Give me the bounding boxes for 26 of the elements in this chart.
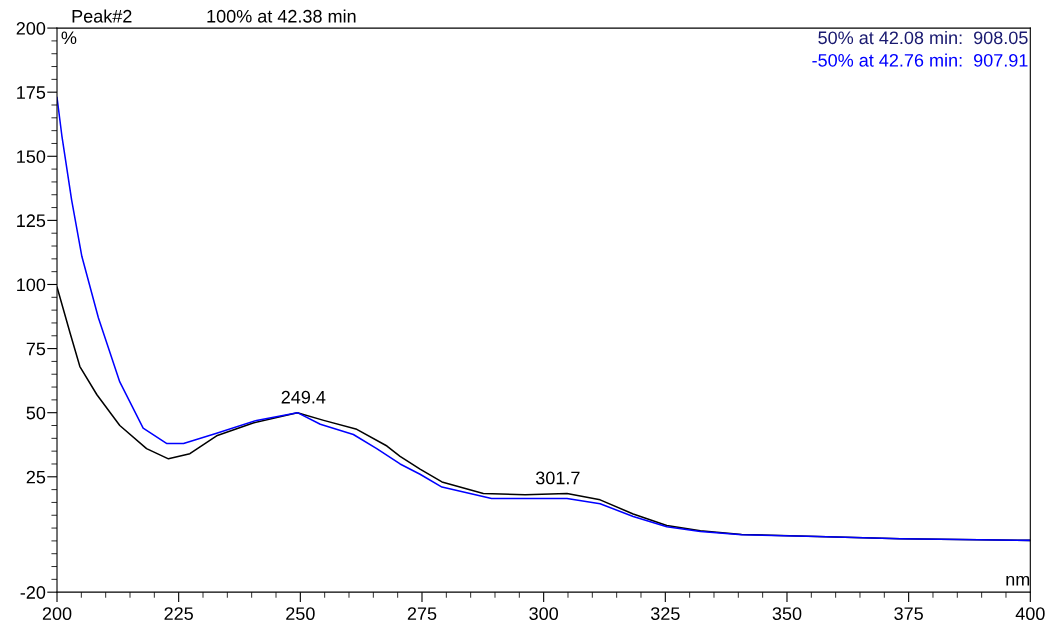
- x-tick-label: 250: [286, 607, 315, 621]
- x-tick-label: 350: [772, 607, 802, 621]
- annotation: 249.4: [281, 390, 326, 404]
- y-tick-label: 200: [16, 22, 46, 35]
- x-tick-label: 225: [164, 607, 193, 621]
- y-tick-label: 100: [17, 278, 46, 292]
- x-tick-label: 325: [650, 607, 680, 621]
- text: -50% at 42.76 min: 907.91: [812, 53, 1028, 67]
- y-tick-label: 75: [26, 342, 46, 356]
- annotation: 50% at 42.08 min: 908.05: [818, 30, 1028, 45]
- x-tick-label: 275: [407, 607, 437, 621]
- annotation: 301.7: [535, 471, 580, 485]
- y-tick-label: 50: [26, 406, 46, 420]
- y-axis-title: %: [61, 31, 77, 45]
- chart-subtitle: 100% at 42.38 min: [207, 9, 356, 23]
- x-tick-label: 300: [529, 607, 559, 621]
- x-tick-label: 375: [894, 607, 923, 621]
- x-axis-title: nm: [1006, 575, 1030, 586]
- y-tick-label: 175: [17, 86, 46, 99]
- chart-title: Peak#2: [72, 9, 132, 23]
- y-tick-label: -20: [20, 586, 46, 599]
- y-tick-label: 125: [17, 214, 46, 228]
- x-tick-label: 200: [42, 607, 72, 621]
- y-tick-label: 25: [26, 470, 46, 484]
- y-tick-label: 150: [17, 150, 46, 163]
- x-tick-label: 400: [1015, 607, 1045, 621]
